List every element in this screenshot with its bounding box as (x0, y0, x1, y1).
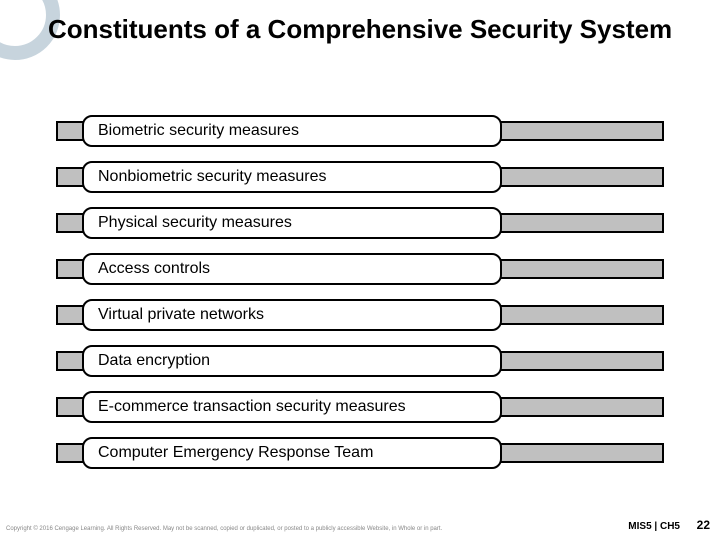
list-item: Biometric security measures (56, 115, 664, 147)
list-item: Virtual private networks (56, 299, 664, 331)
list-item: Nonbiometric security measures (56, 161, 664, 193)
item-label: Nonbiometric security measures (98, 168, 327, 186)
list-item: Computer Emergency Response Team (56, 437, 664, 469)
item-pill: E-commerce transaction security measures (82, 391, 502, 423)
item-label: Virtual private networks (98, 306, 264, 324)
footer: Copyright © 2016 Cengage Learning. All R… (0, 518, 720, 534)
copyright-text: Copyright © 2016 Cengage Learning. All R… (6, 526, 442, 532)
items-list: Biometric security measures Nonbiometric… (56, 115, 664, 469)
item-pill: Access controls (82, 253, 502, 285)
list-item: Physical security measures (56, 207, 664, 239)
item-label: E-commerce transaction security measures (98, 398, 406, 416)
item-label: Access controls (98, 260, 210, 278)
item-pill: Virtual private networks (82, 299, 502, 331)
list-item: E-commerce transaction security measures (56, 391, 664, 423)
list-item: Data encryption (56, 345, 664, 377)
item-pill: Physical security measures (82, 207, 502, 239)
book-reference: MIS5 | CH5 (628, 521, 680, 532)
list-item: Access controls (56, 253, 664, 285)
item-label: Computer Emergency Response Team (98, 444, 373, 462)
item-pill: Data encryption (82, 345, 502, 377)
item-label: Biometric security measures (98, 122, 299, 140)
item-label: Data encryption (98, 352, 210, 370)
item-label: Physical security measures (98, 214, 292, 232)
page-number: 22 (697, 518, 710, 532)
item-pill: Computer Emergency Response Team (82, 437, 502, 469)
item-pill: Nonbiometric security measures (82, 161, 502, 193)
slide: Constituents of a Comprehensive Security… (0, 0, 720, 540)
page-title: Constituents of a Comprehensive Security… (48, 14, 672, 45)
item-pill: Biometric security measures (82, 115, 502, 147)
